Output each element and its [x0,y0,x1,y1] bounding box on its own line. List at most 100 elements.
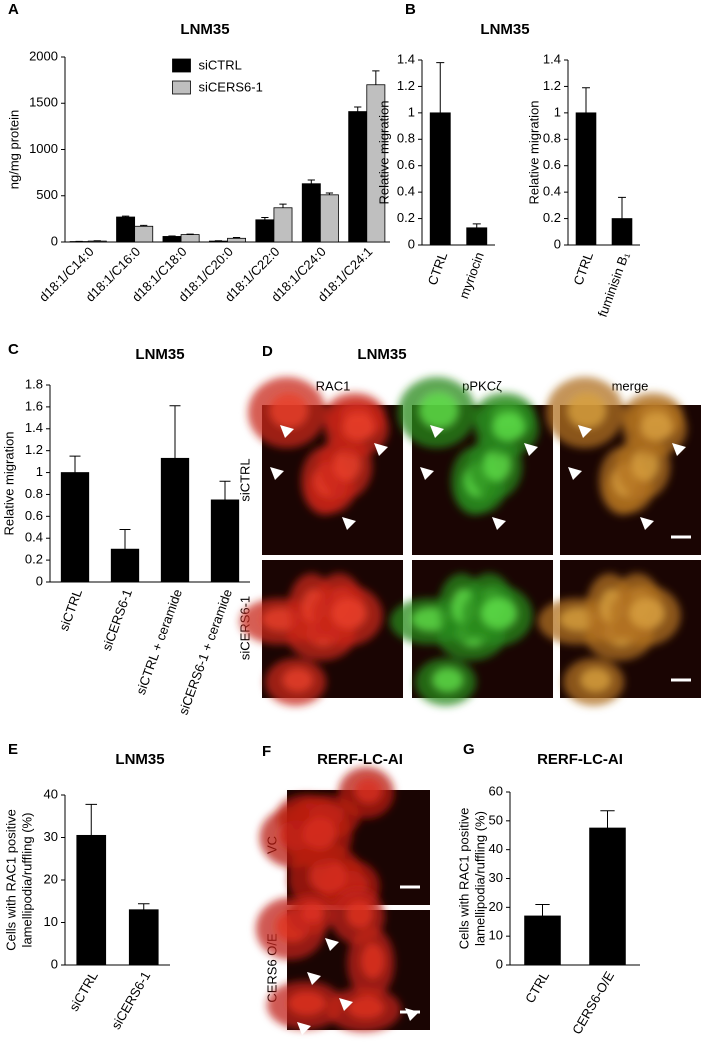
arrowhead [374,443,388,456]
nucleus [483,448,511,481]
legend-swatch [172,80,191,95]
y-tick-label: 0 [408,236,415,251]
y-tick-label: 1.4 [25,420,43,435]
bar [227,237,247,243]
chart-title: LNM35 [480,21,529,38]
micrograph [397,376,553,555]
y-tick-label: 1 [554,104,561,119]
error-bar [472,223,481,228]
micrograph [545,376,701,555]
y-tick-label: 1.2 [397,78,415,93]
arrowhead [568,467,582,480]
micrograph [259,767,430,914]
nucleus [354,777,383,804]
x-tick-label: fuminisin B₁ [595,249,633,319]
error-bar [85,803,98,836]
x-tick-label: myriocin [456,250,487,301]
x-tick-label: siCERS6-1 + ceramide [176,587,235,717]
panel-label: D [262,343,273,360]
panel-label: E [8,741,18,758]
y-axis-label: Cells with RAC1 positive [3,809,18,951]
x-tick-label: CERS6-O/E [569,968,617,1036]
y-tick-label: 40 [44,786,58,801]
y-tick-label: 1500 [29,95,58,110]
cells [247,376,389,516]
legend-label: siCTRL [199,57,242,72]
y-tick-label: 0 [554,236,561,251]
chart-title: RERF-LC-AI [537,751,623,768]
nucleus [631,448,659,481]
nucleus [481,598,517,629]
arrowhead [297,1022,311,1035]
y-tick-label: 20 [489,899,503,914]
error-bar [618,196,626,219]
error-bar [232,237,241,239]
legend-label: siCERS6-1 [199,79,263,94]
micrograph [537,560,701,706]
error-bar [69,455,81,473]
chart-title: LNM35 [115,751,164,768]
y-tick-label: 30 [44,829,58,844]
y-tick-label: 0.8 [543,131,561,146]
error-bar [119,528,131,550]
y-tick-label: 0.4 [25,530,43,545]
y-tick-label: 1.2 [25,442,43,457]
y-tick-label: 0 [36,573,43,588]
panel-label: C [8,341,19,358]
x-tick-label: siCTRL [66,969,101,1014]
micrograph [247,376,403,555]
cells [239,573,383,706]
error-bar [582,87,590,113]
y-tick-label: 1 [408,104,415,119]
y-tick-label: 1.4 [543,51,561,66]
y-tick-label: 10 [44,914,58,929]
bar [128,909,159,966]
bar [611,218,633,246]
bar [319,194,339,243]
bar [589,827,626,966]
bar [255,219,275,243]
error-bar [325,192,334,195]
y-tick-label: 1.8 [25,376,43,391]
nucleus [419,392,459,429]
y-axis-label: lamellipodia/ruffling (%) [472,811,487,946]
y-axis-label: lamellipodia/ruffling (%) [19,813,34,948]
panel-label: B [405,1,416,18]
error-bar [261,216,269,220]
cells [389,573,533,706]
y-tick-label: 0 [51,233,58,248]
arrowhead [420,467,434,480]
y-axis-label: Relative migration [376,100,391,204]
x-tick-label: siCERS6-1 [108,969,153,1032]
y-tick-label: 0.4 [397,184,415,199]
x-tick-label: CTRL [522,969,552,1006]
nucleus [331,598,367,629]
arrowhead [270,467,284,480]
column-header: merge [612,378,649,393]
error-bar [279,203,287,208]
bar [116,216,136,243]
bar [60,472,90,583]
cells [545,376,687,516]
error-bar [169,405,181,459]
arrowhead [640,517,654,530]
y-tick-label: 1000 [29,141,58,156]
x-tick-label: CTRL [425,250,451,287]
panel-label: G [463,741,475,758]
column-header: pPKCζ [462,378,502,393]
bar [162,236,182,243]
panel-label: A [8,1,19,18]
nucleus [432,668,463,692]
error-bar [436,62,445,113]
bar [429,112,451,246]
error-bar [219,480,231,500]
y-axis-label: Cells with RAC1 positive [456,808,471,950]
legend-swatch [172,58,191,73]
y-tick-label: 1.2 [543,78,561,93]
bar [273,207,293,243]
panel-title: LNM35 [357,346,406,363]
y-axis-label: ng/mg protein [6,110,21,190]
nucleus [629,598,665,629]
bar [110,548,140,583]
y-tick-label: 1.4 [397,51,415,66]
